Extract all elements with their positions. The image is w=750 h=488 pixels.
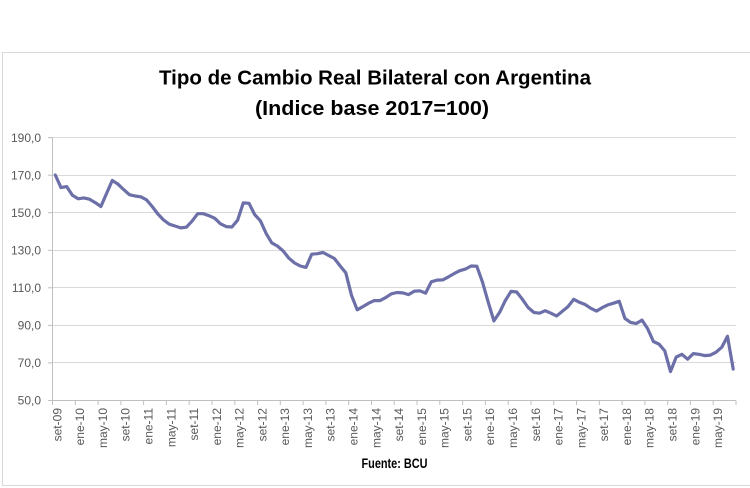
svg-text:set-09: set-09 — [50, 408, 64, 442]
svg-text:ene-18: ene-18 — [620, 408, 634, 446]
svg-text:may-15: may-15 — [438, 408, 452, 448]
svg-text:set-15: set-15 — [460, 408, 474, 442]
svg-text:150,0: 150,0 — [11, 206, 41, 220]
svg-text:ene-16: ene-16 — [483, 408, 497, 446]
svg-text:set-14: set-14 — [392, 408, 406, 442]
svg-text:set-18: set-18 — [666, 408, 680, 442]
svg-text:may-10: may-10 — [96, 408, 110, 448]
svg-text:may-18: may-18 — [643, 408, 657, 448]
svg-text:Fuente: BCU: Fuente: BCU — [362, 455, 428, 471]
svg-text:may-13: may-13 — [301, 408, 315, 448]
svg-text:may-17: may-17 — [574, 408, 588, 448]
svg-text:ene-17: ene-17 — [552, 408, 566, 446]
svg-text:set-17: set-17 — [597, 408, 611, 442]
svg-text:may-12: may-12 — [233, 408, 247, 448]
svg-text:set-11: set-11 — [187, 408, 201, 441]
svg-text:190,0: 190,0 — [11, 131, 41, 145]
svg-text:Tipo de Cambio Real Bilateral: Tipo de Cambio Real Bilateral con Argent… — [159, 66, 592, 89]
svg-text:(Indice base 2017=100): (Indice base 2017=100) — [255, 97, 489, 120]
svg-text:110,0: 110,0 — [12, 281, 41, 295]
svg-text:70,0: 70,0 — [18, 356, 42, 370]
svg-text:ene-12: ene-12 — [210, 408, 224, 446]
svg-text:ene-11: ene-11 — [142, 408, 156, 445]
svg-text:90,0: 90,0 — [18, 319, 42, 333]
svg-text:set-13: set-13 — [324, 408, 338, 442]
svg-text:may-16: may-16 — [506, 408, 520, 448]
svg-text:may-19: may-19 — [711, 408, 725, 448]
svg-text:170,0: 170,0 — [11, 168, 41, 182]
svg-text:130,0: 130,0 — [11, 244, 41, 258]
svg-text:ene-10: ene-10 — [73, 408, 87, 446]
svg-text:50,0: 50,0 — [18, 394, 42, 408]
svg-text:set-12: set-12 — [255, 408, 269, 442]
svg-text:ene-15: ene-15 — [415, 408, 429, 446]
svg-text:set-16: set-16 — [529, 408, 543, 442]
svg-text:may-11: may-11 — [164, 408, 178, 447]
svg-text:ene-13: ene-13 — [278, 408, 292, 446]
svg-text:set-10: set-10 — [119, 408, 133, 442]
svg-text:ene-19: ene-19 — [688, 408, 702, 446]
svg-text:may-14: may-14 — [369, 408, 383, 448]
svg-text:ene-14: ene-14 — [347, 408, 361, 446]
